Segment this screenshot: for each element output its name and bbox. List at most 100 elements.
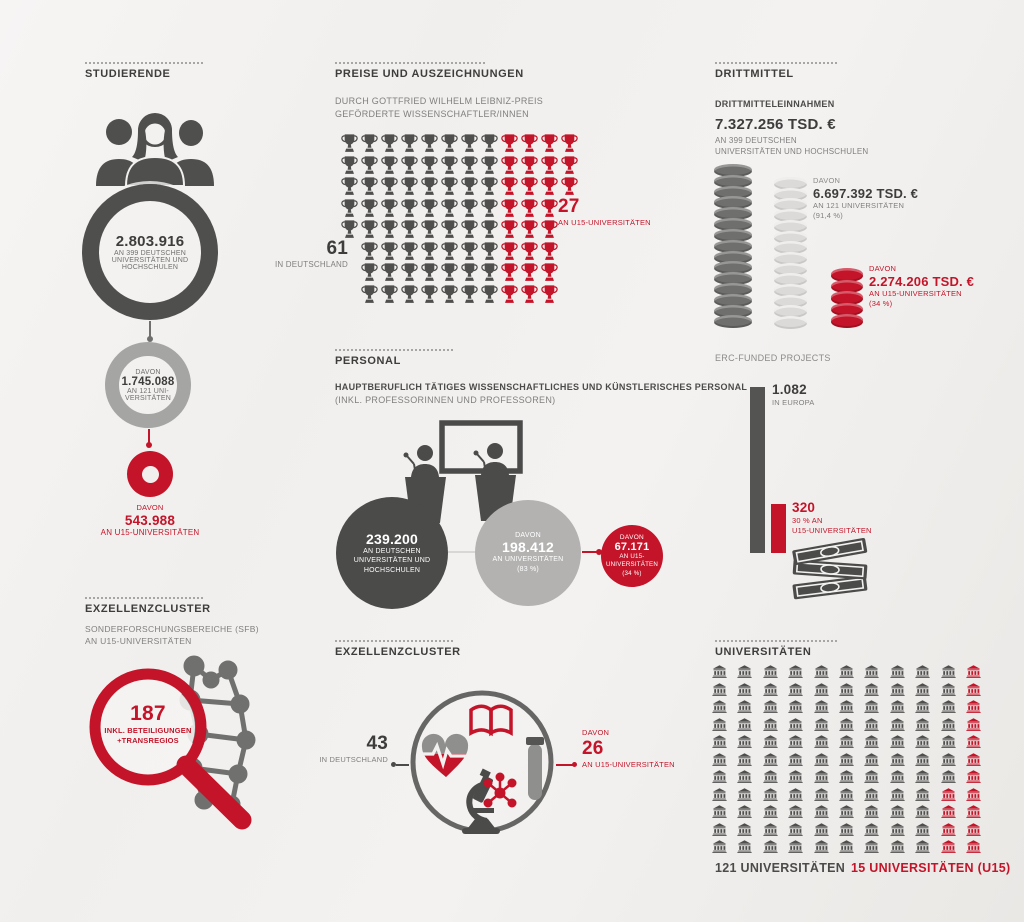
university-icon bbox=[712, 787, 727, 801]
university-icon bbox=[737, 822, 753, 836]
university-icon bbox=[915, 752, 930, 766]
pictograph-row bbox=[712, 752, 991, 766]
trophy-icon bbox=[481, 177, 498, 195]
trophy-icon bbox=[521, 198, 538, 217]
university-icon bbox=[813, 717, 829, 731]
pictograph-row bbox=[340, 219, 580, 239]
coin-icon bbox=[714, 239, 752, 253]
trophy-icon bbox=[401, 284, 418, 303]
trophy-icon bbox=[461, 198, 478, 217]
drittmittel-u15-value: 2.274.206 TSD. € bbox=[869, 274, 975, 290]
university-icon bbox=[763, 752, 778, 766]
universities-all-label: 121 UNIVERSITÄTEN bbox=[715, 861, 846, 875]
university-icon bbox=[788, 840, 803, 853]
university-icon bbox=[966, 735, 981, 748]
university-icon bbox=[788, 735, 803, 748]
university-icon bbox=[890, 787, 905, 801]
trophy-icon bbox=[541, 134, 558, 152]
coin-icon bbox=[774, 262, 807, 276]
university-icon bbox=[966, 752, 981, 766]
microscope-icon bbox=[462, 768, 500, 834]
university-icon bbox=[813, 787, 829, 801]
trophy-icon bbox=[341, 220, 358, 238]
university-icon bbox=[813, 682, 829, 696]
cluster-de-block: 43 IN DEUTSCHLAND bbox=[270, 733, 388, 765]
university-icon bbox=[763, 822, 778, 836]
sfb-value-block: 187 INKL. BETEILIGUNGEN +TRANSREGIOS bbox=[86, 702, 210, 746]
pictograph-row bbox=[712, 682, 991, 696]
sfb-subtitle: SONDERFORSCHUNGSBEREICHE (SFB) AN U15-UN… bbox=[85, 624, 259, 646]
university-icon bbox=[966, 770, 981, 783]
university-icon bbox=[940, 717, 956, 731]
connector-line bbox=[448, 551, 478, 553]
coin-icon bbox=[714, 174, 752, 188]
students-u15-block: DAVON 543.988 AN U15-UNIVERSITÄTEN bbox=[60, 503, 240, 539]
ring-students-total: 2.803.916 AN 399 DEUTSCHEN UNIVERSITÄTEN… bbox=[82, 184, 218, 320]
university-icon bbox=[712, 717, 727, 731]
pictograph-row bbox=[712, 787, 991, 801]
pictograph-row bbox=[340, 198, 580, 218]
personal-u15-label: AN U15- UNIVERSITÄTEN (34 %) bbox=[605, 552, 659, 577]
connector-line bbox=[149, 321, 151, 338]
university-icon bbox=[839, 682, 854, 696]
university-icon bbox=[915, 787, 930, 801]
university-icon bbox=[915, 665, 930, 678]
coin-icon bbox=[774, 305, 807, 319]
coin-icon bbox=[831, 291, 863, 305]
molecule-icon bbox=[483, 772, 517, 808]
university-icon bbox=[788, 665, 803, 678]
trophy-icon bbox=[381, 134, 398, 152]
coin-icon bbox=[831, 279, 863, 293]
university-icon bbox=[940, 787, 956, 801]
university-icon bbox=[813, 805, 829, 818]
university-icon bbox=[864, 717, 879, 731]
trophy-icon bbox=[461, 284, 478, 303]
trophy-icon bbox=[561, 177, 578, 195]
pictograph-row bbox=[360, 284, 580, 304]
drittmittel-uni-value: 6.697.392 TSD. € bbox=[813, 186, 919, 202]
university-icon bbox=[712, 840, 727, 853]
trophy-icon bbox=[361, 155, 378, 174]
book-icon bbox=[469, 704, 513, 737]
university-icon bbox=[813, 665, 829, 678]
trophy-icon bbox=[381, 177, 398, 195]
university-icon bbox=[890, 682, 905, 696]
students-uni-prefix: DAVON bbox=[135, 368, 161, 376]
university-icon bbox=[864, 822, 879, 836]
trophy-icon bbox=[361, 220, 378, 238]
trophy-icon bbox=[461, 155, 478, 174]
university-icon bbox=[813, 770, 829, 783]
university-icon bbox=[966, 822, 981, 836]
university-icon bbox=[737, 665, 753, 678]
trophy-icon bbox=[441, 134, 458, 152]
coin-icon bbox=[774, 251, 807, 265]
coin-icon bbox=[774, 273, 807, 287]
connector-line bbox=[396, 764, 409, 766]
pictograph-row bbox=[712, 805, 991, 818]
university-icon bbox=[940, 805, 956, 818]
university-icon bbox=[788, 682, 803, 696]
people-group-icon bbox=[96, 113, 214, 186]
drittmittel-u15-label: AN U15-UNIVERSITÄTEN (34 %) bbox=[869, 289, 962, 309]
trophy-icon bbox=[501, 241, 518, 260]
trophy-icon bbox=[521, 284, 538, 303]
university-icon bbox=[712, 700, 727, 713]
pictograph-row bbox=[360, 241, 580, 261]
erc-u15-value: 320 bbox=[792, 500, 816, 515]
university-icon bbox=[966, 682, 981, 696]
section-divider bbox=[715, 62, 837, 64]
university-icon bbox=[788, 805, 803, 818]
university-icon bbox=[712, 805, 727, 818]
personal-u15-prefix: DAVON bbox=[619, 533, 645, 541]
university-icon bbox=[890, 840, 905, 853]
university-icon bbox=[890, 752, 905, 766]
magnifier-dna-icon bbox=[89, 655, 256, 830]
pictograph-row bbox=[712, 665, 991, 678]
university-icon bbox=[890, 665, 905, 678]
university-icon bbox=[864, 840, 879, 853]
university-icon bbox=[966, 787, 981, 801]
university-icon bbox=[940, 770, 956, 783]
pictograph-row bbox=[360, 262, 580, 282]
trophy-icon bbox=[541, 241, 558, 260]
coin-icon bbox=[774, 230, 807, 244]
